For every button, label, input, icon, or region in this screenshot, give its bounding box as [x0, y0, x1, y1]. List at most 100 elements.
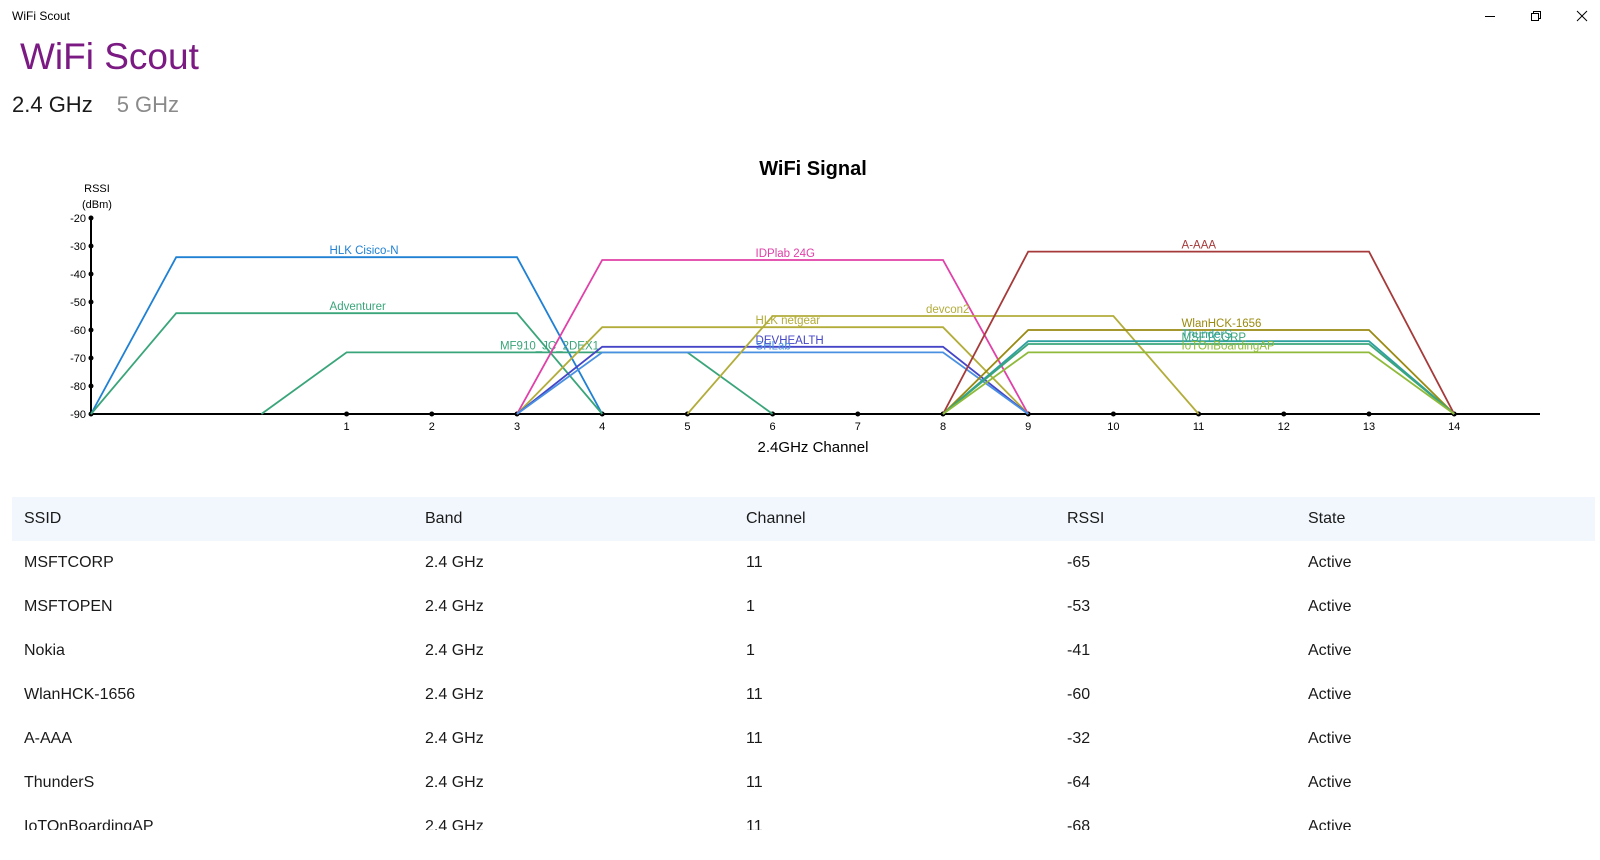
series-label: IDPlab 24G	[756, 248, 816, 260]
x-tick-label: 3	[514, 421, 520, 433]
restore-button[interactable]	[1513, 0, 1559, 32]
series-label: SHLab	[756, 340, 791, 352]
cell-ssid: A-AAA	[24, 730, 73, 747]
network-table: SSID Band Channel RSSI State MSFTCORP 2.…	[12, 497, 1595, 830]
cell-channel: 11	[746, 818, 763, 830]
series-line	[516, 259, 1029, 415]
y-tick-mark	[88, 215, 94, 221]
x-tick-label: 10	[1107, 421, 1119, 433]
y-tick-label: -80	[70, 381, 86, 393]
x-tick-label: 9	[1025, 421, 1031, 433]
y-tick-mark	[88, 383, 94, 389]
y-tick-mark	[88, 355, 94, 361]
cell-state: Active	[1308, 686, 1352, 703]
tab-5-ghz[interactable]: 5 GHz	[116, 92, 180, 117]
header-state[interactable]: State	[1308, 510, 1346, 527]
series-line	[90, 256, 603, 415]
cell-ssid: IoTOnBoardingAP	[24, 818, 154, 830]
table-header: SSID Band Channel RSSI State	[12, 497, 1595, 541]
x-tick-label: 1	[344, 421, 350, 433]
series-label: devcon2	[926, 304, 969, 316]
table-row[interactable]: WlanHCK-1656 2.4 GHz 11 -60 Active	[12, 673, 1595, 717]
series-label: MF910_JC_2DEX1	[500, 340, 599, 352]
y-tick-mark	[88, 243, 94, 249]
series-label: WlanHCK-1656	[1182, 318, 1262, 330]
series-line	[90, 312, 603, 415]
x-tick-label: 14	[1448, 421, 1460, 433]
cell-channel: 11	[746, 774, 763, 791]
header-channel[interactable]: Channel	[746, 510, 806, 527]
series-label: DEVHEALTH	[756, 335, 824, 347]
y-tick-label: -50	[70, 297, 86, 309]
x-tick-mark	[1281, 411, 1287, 417]
table-row[interactable]: A-AAA 2.4 GHz 11 -32 Active	[12, 717, 1595, 761]
x-tick-mark	[855, 411, 861, 417]
cell-rssi: -60	[1067, 686, 1091, 703]
header-rssi[interactable]: RSSI	[1067, 510, 1105, 527]
y-tick-label: -70	[70, 353, 86, 365]
x-axis-label: 2.4GHz Channel	[758, 439, 869, 456]
series-label: MSFTCORP	[1182, 332, 1247, 344]
x-tick-mark	[429, 411, 435, 417]
y-tick-label: -90	[70, 409, 86, 421]
y-tick-mark	[88, 327, 94, 333]
y-axis-label: RSSI	[84, 183, 110, 195]
y-tick-label: -60	[70, 325, 86, 337]
header-band[interactable]: Band	[425, 510, 463, 527]
series-label: Adventurer	[330, 301, 386, 313]
cell-state: Active	[1308, 642, 1352, 659]
x-tick-label: 12	[1278, 421, 1290, 433]
cell-channel: 1	[746, 598, 755, 615]
cell-state: Active	[1308, 554, 1352, 571]
restore-icon	[1531, 11, 1541, 21]
table-row[interactable]: MSFTOPEN 2.4 GHz 1 -53 Active	[12, 585, 1595, 629]
cell-channel: 1	[746, 642, 755, 659]
tab-2-4-ghz[interactable]: 2.4 GHz	[12, 92, 93, 117]
series-line	[516, 326, 1029, 415]
cell-rssi: -68	[1067, 818, 1091, 830]
series-line	[260, 351, 774, 415]
header-ssid[interactable]: SSID	[24, 510, 62, 527]
y-tick-label: -30	[70, 241, 86, 253]
y-tick-label: -20	[70, 213, 86, 225]
table-row[interactable]: MSFTCORP 2.4 GHz 11 -65 Active	[12, 541, 1595, 585]
cell-rssi: -65	[1067, 554, 1091, 571]
band-tabs: 2.4 GHz 5 GHz	[12, 92, 179, 118]
minimize-button[interactable]	[1467, 0, 1513, 32]
table-row[interactable]: IoTOnBoardingAP 2.4 GHz 11 -68 Active	[12, 805, 1595, 830]
cell-rssi: -32	[1067, 730, 1091, 747]
cell-ssid: MSFTCORP	[24, 554, 114, 571]
series-label: HLK Cisico-N	[330, 245, 399, 257]
cell-band: 2.4 GHz	[425, 686, 484, 703]
series-label: A-AAA	[1182, 240, 1217, 252]
x-tick-label: 7	[855, 421, 861, 433]
minimize-icon	[1485, 16, 1495, 17]
cell-band: 2.4 GHz	[425, 818, 484, 830]
x-tick-label: 13	[1363, 421, 1375, 433]
cell-channel: 11	[746, 730, 763, 747]
x-tick-mark	[1110, 411, 1116, 417]
y-axis-label: (dBm)	[82, 199, 112, 211]
cell-state: Active	[1308, 730, 1352, 747]
title-bar: WiFi Scout	[0, 0, 1600, 32]
cell-ssid: WlanHCK-1656	[24, 686, 136, 703]
close-button[interactable]	[1559, 0, 1600, 32]
series-line	[686, 315, 1200, 415]
cell-band: 2.4 GHz	[425, 730, 484, 747]
cell-band: 2.4 GHz	[425, 774, 484, 791]
x-tick-label: 4	[599, 421, 605, 433]
series-line	[942, 343, 1455, 415]
series-line	[942, 351, 1455, 415]
table-row[interactable]: Nokia 2.4 GHz 1 -41 Active	[12, 629, 1595, 673]
x-tick-label: 6	[770, 421, 776, 433]
series-label: IoTOnBoardingAP	[1182, 340, 1275, 352]
x-tick-mark	[1366, 411, 1372, 417]
cell-band: 2.4 GHz	[425, 598, 484, 615]
x-tick-label: 8	[940, 421, 946, 433]
y-tick-mark	[88, 299, 94, 305]
cell-band: 2.4 GHz	[425, 642, 484, 659]
y-tick-mark	[88, 271, 94, 277]
series-line	[942, 250, 1455, 415]
cell-rssi: -41	[1067, 642, 1091, 659]
table-row[interactable]: ThunderS 2.4 GHz 11 -64 Active	[12, 761, 1595, 805]
